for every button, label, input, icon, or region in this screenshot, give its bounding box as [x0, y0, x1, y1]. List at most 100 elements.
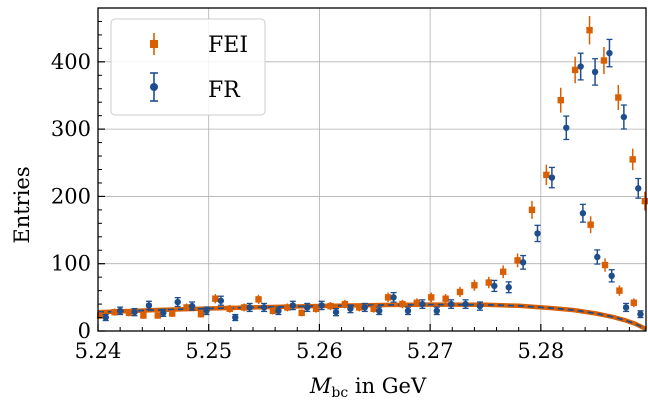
- data-point-fr: [476, 301, 484, 311]
- point-marker: [217, 297, 225, 304]
- axis-ticks: 5.24 5.25 5.26 5.27 5.28 0 100 200 300 400: [51, 20, 630, 363]
- data-point-fei: [600, 46, 608, 74]
- data-point-fei: [284, 303, 291, 312]
- data-point-fei: [140, 312, 147, 319]
- point-marker: [499, 268, 507, 275]
- data-point-fei: [601, 258, 609, 272]
- point-marker: [390, 294, 397, 301]
- legend-entry-fr: FR: [150, 72, 241, 103]
- fit-curve: [97, 302, 647, 332]
- data-point-fr: [606, 38, 613, 68]
- y-axis-label: Entries: [10, 166, 34, 243]
- point-marker: [577, 63, 584, 70]
- data-point-fr: [246, 302, 253, 313]
- data-point-fei: [499, 265, 507, 279]
- data-point-fr: [188, 301, 196, 311]
- point-marker: [413, 299, 421, 306]
- point-marker: [125, 309, 133, 317]
- data-point-fr: [594, 249, 601, 265]
- point-marker: [442, 295, 449, 302]
- point-marker: [131, 308, 138, 316]
- point-marker: [260, 304, 268, 311]
- data-point-fr: [591, 58, 599, 86]
- point-marker: [168, 310, 176, 317]
- data-point-fr: [622, 302, 630, 313]
- data-point-fr: [361, 302, 369, 313]
- point-marker: [404, 307, 412, 315]
- data-point-fr: [102, 313, 109, 322]
- point-marker: [203, 307, 210, 315]
- point-marker: [318, 302, 325, 309]
- legend-fr-label: FR: [208, 78, 241, 103]
- point-marker: [197, 310, 205, 318]
- data-point-fr: [419, 299, 426, 309]
- data-point-fei: [183, 303, 190, 312]
- point-marker: [571, 66, 579, 74]
- data-point-fr: [620, 104, 628, 130]
- point-marker: [616, 287, 623, 294]
- data-point-fei: [442, 294, 449, 304]
- point-marker: [641, 197, 648, 205]
- point-marker: [635, 185, 642, 192]
- point-marker: [606, 49, 613, 57]
- data-points: [97, 15, 648, 322]
- legend-box: [110, 18, 266, 116]
- point-marker: [327, 302, 334, 310]
- data-point-fei: [341, 299, 349, 309]
- data-point-fr: [462, 299, 469, 309]
- data-point-fr: [289, 300, 297, 311]
- y-tick-label: 200: [51, 184, 91, 208]
- data-point-fr: [375, 306, 383, 316]
- data-point-fr: [637, 310, 644, 319]
- data-point-fr: [232, 313, 239, 322]
- point-marker: [629, 156, 636, 163]
- point-marker: [332, 308, 340, 316]
- point-marker: [304, 304, 311, 311]
- point-marker: [622, 304, 630, 311]
- point-marker: [188, 302, 196, 310]
- data-point-fr: [608, 269, 615, 283]
- data-point-fr: [548, 166, 556, 189]
- point-marker: [594, 253, 601, 261]
- point-marker: [102, 314, 109, 321]
- point-marker: [375, 307, 383, 315]
- point-marker: [491, 282, 498, 290]
- data-point-fr: [217, 295, 225, 306]
- point-marker: [637, 310, 644, 318]
- point-marker: [183, 304, 190, 311]
- point-marker: [519, 259, 527, 266]
- point-marker: [505, 284, 512, 291]
- point-marker: [476, 302, 484, 310]
- point-marker: [485, 279, 492, 286]
- data-point-fei: [327, 302, 334, 311]
- data-point-fr: [275, 306, 282, 316]
- data-point-fei: [543, 164, 550, 186]
- data-point-fr: [131, 307, 138, 317]
- point-marker: [543, 171, 550, 179]
- legend: FEI FR: [110, 18, 266, 116]
- point-marker: [419, 300, 426, 308]
- point-marker: [433, 307, 440, 315]
- point-marker: [154, 312, 161, 319]
- x-axis-label-sub: bc: [331, 385, 348, 401]
- x-axis-label-suffix: in GeV: [348, 374, 427, 398]
- data-point-fei: [571, 56, 579, 84]
- point-marker: [608, 272, 615, 280]
- data-point-fei: [197, 310, 205, 318]
- data-point-fei: [485, 276, 492, 289]
- legend-entry-fei: FEI: [150, 33, 248, 58]
- data-point-fr: [404, 306, 412, 316]
- point-marker: [226, 305, 233, 312]
- data-point-fr: [563, 115, 570, 141]
- data-point-fr: [447, 299, 455, 309]
- data-point-fr: [145, 300, 153, 311]
- point-marker: [586, 27, 593, 34]
- data-point-fei: [168, 310, 176, 317]
- data-point-fr: [260, 302, 268, 313]
- x-tick-label: 5.25: [185, 339, 232, 363]
- data-point-fr: [534, 224, 541, 243]
- point-marker: [514, 257, 521, 264]
- point-marker: [615, 94, 622, 101]
- data-point-fei: [298, 309, 305, 317]
